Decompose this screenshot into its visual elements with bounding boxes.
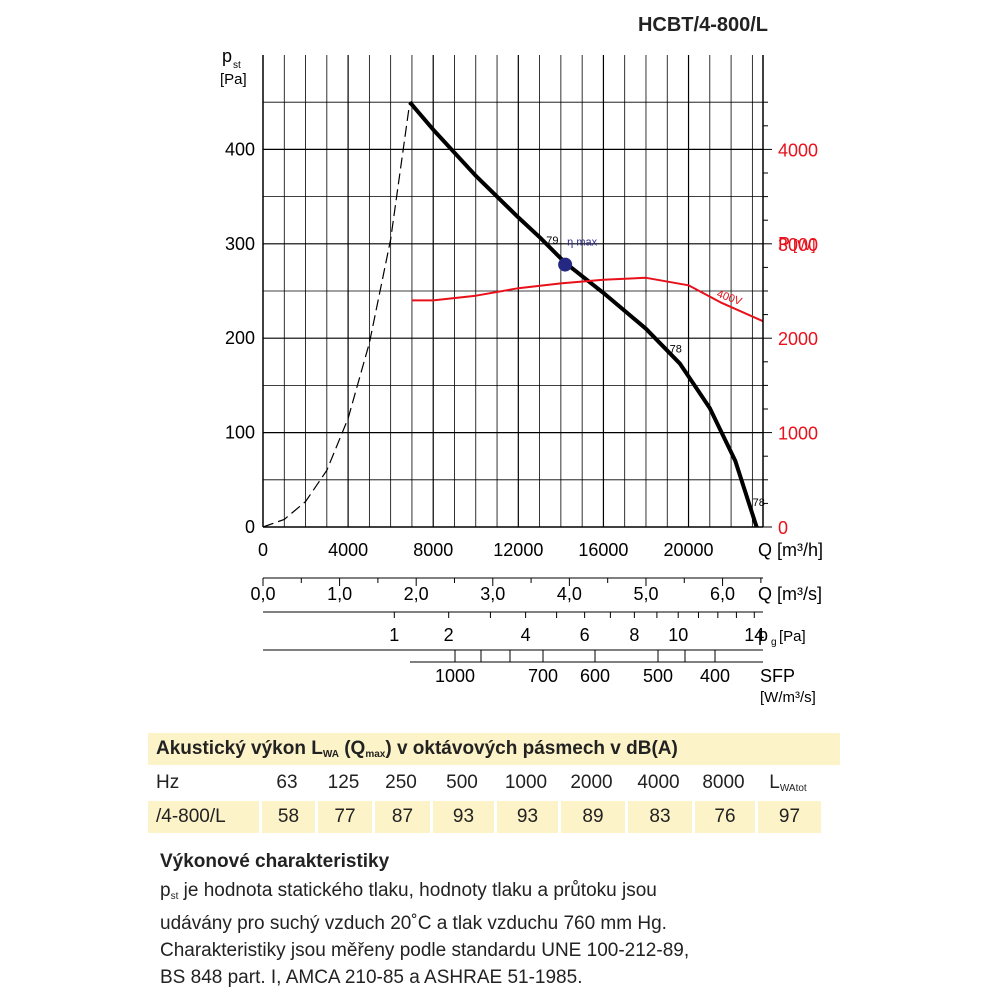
acoustic-table-title: Akustický výkon LWA (Qmax) v oktávových … (148, 733, 840, 765)
y-tick-label-left: 300 (225, 234, 255, 254)
acoustic-values-row: /4-800/L 58 77 87 93 93 89 83 76 97 (148, 801, 840, 833)
series-line-pressure-stall (262, 102, 411, 528)
y-tick-label-left: 200 (225, 328, 255, 348)
x-tick-label: 0 (258, 540, 268, 560)
band-value: 58 (262, 801, 315, 833)
curve-annotation: 79 (546, 235, 558, 247)
y-tick-label-right: 4000 (778, 140, 818, 160)
grid (263, 55, 763, 527)
band-value: 83 (628, 801, 692, 833)
scale-title-pg-sub: g (771, 637, 777, 648)
scale-label-sfp: 400 (700, 666, 730, 686)
y-axis-label-right: P (778, 234, 790, 254)
y-tick-label-left: 400 (225, 139, 255, 159)
acoustic-table: Akustický výkon LWA (Qmax) v oktávových … (148, 733, 840, 833)
x-axis-label: Q [m³/h] (758, 540, 823, 560)
scale-label-qs: 4,0 (557, 584, 582, 604)
y-tick-label-right: 1000 (778, 424, 818, 444)
scale-label-pg: 4 (521, 625, 531, 645)
band-value: 87 (375, 801, 430, 833)
curve-annotation: 78 (670, 343, 682, 355)
band-header: 8000 (702, 772, 745, 793)
scale-label-pg: 2 (444, 625, 454, 645)
total-header-sub: WAtot (779, 783, 807, 794)
scale-label-sfp: 600 (580, 666, 610, 686)
notes-title: Výkonové charakteristiky (160, 851, 390, 872)
scale-title-sfp: SFP (760, 666, 795, 686)
eta-max-marker (558, 257, 573, 272)
band-value: 76 (695, 801, 755, 833)
y-axis-label-left: p (222, 46, 232, 66)
scale-label-pg: 8 (629, 625, 639, 645)
x-tick-label: 8000 (413, 540, 453, 560)
x-tick-label: 16000 (578, 540, 628, 560)
scale-label-pg: 6 (580, 625, 590, 645)
scale-label-qs: 1,0 (327, 584, 352, 604)
acoustic-header-row: Hz 63 125 250 500 1000 2000 4000 8000 LWAtot (148, 767, 840, 799)
secondary-scales: 0,0 1,0 2,0 3,0 4,0 5,0 6,0 Q [m³/s] 1 2 4 6 8 10 14p g… (250, 577, 822, 706)
notes-line-2: udávány pro suchý vzduch 20˚C a tlak vzd… (160, 913, 667, 934)
band-header: 4000 (637, 772, 680, 793)
y-tick-label-left: 0 (245, 517, 255, 537)
scale-label-qs: 0,0 (250, 584, 275, 604)
scale-label-pg: 10 (668, 625, 688, 645)
band-header: 250 (385, 772, 417, 793)
performance-notes: Výkonové charakteristiky pst je hodnota … (160, 848, 820, 991)
band-value: 93 (433, 801, 494, 833)
band-header: 500 (446, 772, 478, 793)
total-header-main: L (769, 772, 780, 793)
band-header: 1000 (504, 772, 548, 793)
scale-unit-pg: [Pa] (779, 628, 806, 645)
y-axis-unit-left: [Pa] (220, 71, 247, 88)
x-tick-label: 4000 (328, 540, 368, 560)
notes-line-1: pst je hodnota statického tlaku, hodnoty… (160, 880, 657, 902)
scale-title-pg: p (758, 625, 768, 645)
curve-annotation: 78 (753, 497, 765, 509)
x-tick-label: 20000 (664, 540, 714, 560)
scale-label-pg: 1 (389, 625, 399, 645)
x-tick-label: 12000 (493, 540, 543, 560)
series-line-pressure (408, 100, 759, 528)
series-line-power (411, 276, 764, 323)
scale-label-sfp: 700 (528, 666, 558, 686)
notes-line-4: BS 848 part. I, AMCA 210-85 a ASHRAE 51-… (160, 967, 583, 988)
scale-label-qs: 5,0 (633, 584, 658, 604)
model-title: HCBT/4-800/L (637, 14, 768, 36)
scale-label-sfp: 500 (643, 666, 673, 686)
y-tick-label-right: 3000 (778, 235, 818, 255)
band-value: 97 (758, 801, 821, 833)
scale-label-qs: 3,0 (480, 584, 505, 604)
y-axis-unit-right: [W] (793, 237, 816, 254)
axes: 0 100 200 300 400 p st[Pa] 0 1000 2000 3000 4000 P [W… (220, 46, 823, 560)
total-header: LWAtot (755, 767, 821, 799)
scale-label-qs: 6,0 (710, 584, 735, 604)
y-axis-label-left-sub: st (233, 60, 241, 71)
band-value: 93 (497, 801, 558, 833)
curve-annotation: η max (567, 237, 597, 249)
band-header: 125 (327, 772, 360, 793)
scale-label-pg: 14 (744, 625, 764, 645)
y-tick-label-left: 100 (225, 423, 255, 443)
scale-title-qs: Q [m³/s] (758, 584, 822, 604)
scale-label-sfp: 1000 (435, 666, 475, 686)
y-tick-label-right: 0 (778, 518, 788, 538)
band-value: 89 (561, 801, 625, 833)
band-header: 63 (276, 772, 298, 793)
row-label: /4-800/L (148, 801, 259, 833)
y-tick-label-right: 2000 (778, 329, 818, 349)
band-header: 2000 (570, 772, 613, 793)
hz-label: Hz (156, 772, 180, 793)
band-value: 77 (318, 801, 372, 833)
scale-unit-sfp: [W/m³/s] (760, 689, 816, 706)
notes-line-3: Charakteristiky jsou měřeny podle standa… (160, 940, 690, 961)
scale-label-qs: 2,0 (404, 584, 429, 604)
